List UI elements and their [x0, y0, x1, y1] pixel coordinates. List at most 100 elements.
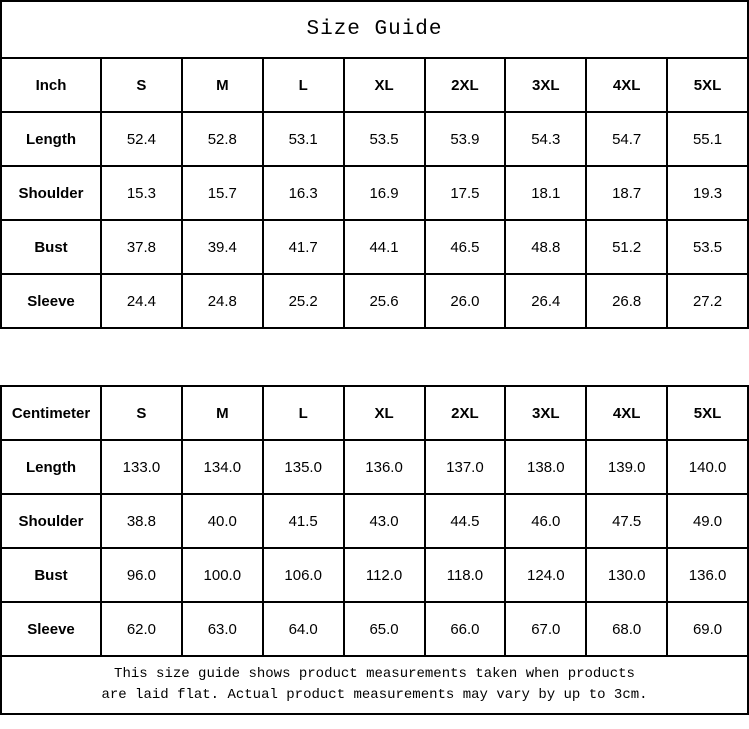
table-row-length-cm: Length 133.0 134.0 135.0 136.0 137.0 138…: [0, 439, 749, 495]
value-cell: 51.2: [585, 219, 669, 275]
value-cell: 17.5: [423, 165, 507, 221]
value-cell: 47.5: [585, 493, 669, 549]
value-cell: 43.0: [342, 493, 426, 549]
value-cell: 52.8: [180, 111, 264, 167]
value-cell: 53.5: [342, 111, 426, 167]
value-cell: 68.0: [585, 601, 669, 657]
footer-note: This size guide shows product measuremen…: [0, 657, 749, 715]
value-cell: 39.4: [180, 219, 264, 275]
title-bar: Size Guide: [0, 0, 749, 57]
inch-header-row: Inch S M L XL 2XL 3XL 4XL 5XL: [0, 57, 749, 113]
row-label-bust: Bust: [0, 219, 102, 275]
value-cell: 26.0: [423, 273, 507, 329]
value-cell: 52.4: [100, 111, 183, 167]
row-label-length: Length: [0, 439, 102, 495]
col-header-s: S: [100, 57, 183, 113]
page-title: Size Guide: [306, 18, 443, 41]
footer-line-1: This size guide shows product measuremen…: [114, 666, 635, 682]
value-cell: 66.0: [423, 601, 507, 657]
col-header-3xl: 3XL: [504, 385, 588, 441]
value-cell: 62.0: [100, 601, 183, 657]
table-gap: [0, 329, 749, 385]
col-header-5xl: 5XL: [666, 57, 749, 113]
value-cell: 53.5: [666, 219, 749, 275]
col-header-4xl: 4XL: [585, 385, 669, 441]
table-row-sleeve-cm: Sleeve 62.0 63.0 64.0 65.0 66.0 67.0 68.…: [0, 601, 749, 657]
value-cell: 67.0: [504, 601, 588, 657]
value-cell: 16.9: [342, 165, 426, 221]
value-cell: 118.0: [423, 547, 507, 603]
col-header-l: L: [261, 385, 345, 441]
value-cell: 46.5: [423, 219, 507, 275]
value-cell: 26.4: [504, 273, 588, 329]
unit-label-inch: Inch: [0, 57, 102, 113]
col-header-3xl: 3XL: [504, 57, 588, 113]
value-cell: 124.0: [504, 547, 588, 603]
unit-label-centimeter: Centimeter: [0, 385, 102, 441]
footer-line-2: are laid flat. Actual product measuremen…: [101, 687, 648, 703]
centimeter-size-table: Centimeter S M L XL 2XL 3XL 4XL 5XL Leng…: [0, 385, 749, 657]
value-cell: 16.3: [261, 165, 345, 221]
value-cell: 15.3: [100, 165, 183, 221]
col-header-xl: XL: [342, 385, 426, 441]
value-cell: 55.1: [666, 111, 749, 167]
value-cell: 41.7: [261, 219, 345, 275]
value-cell: 53.1: [261, 111, 345, 167]
value-cell: 18.7: [585, 165, 669, 221]
col-header-m: M: [180, 385, 264, 441]
value-cell: 48.8: [504, 219, 588, 275]
value-cell: 63.0: [180, 601, 264, 657]
value-cell: 49.0: [666, 493, 749, 549]
value-cell: 136.0: [342, 439, 426, 495]
value-cell: 54.3: [504, 111, 588, 167]
value-cell: 106.0: [261, 547, 345, 603]
table-row-shoulder-inch: Shoulder 15.3 15.7 16.3 16.9 17.5 18.1 1…: [0, 165, 749, 221]
row-label-length: Length: [0, 111, 102, 167]
value-cell: 19.3: [666, 165, 749, 221]
value-cell: 133.0: [100, 439, 183, 495]
value-cell: 15.7: [180, 165, 264, 221]
value-cell: 25.2: [261, 273, 345, 329]
value-cell: 24.4: [100, 273, 183, 329]
value-cell: 112.0: [342, 547, 426, 603]
value-cell: 40.0: [180, 493, 264, 549]
value-cell: 65.0: [342, 601, 426, 657]
col-header-m: M: [180, 57, 264, 113]
value-cell: 136.0: [666, 547, 749, 603]
centimeter-header-row: Centimeter S M L XL 2XL 3XL 4XL 5XL: [0, 385, 749, 441]
value-cell: 130.0: [585, 547, 669, 603]
row-label-bust: Bust: [0, 547, 102, 603]
table-row-sleeve-inch: Sleeve 24.4 24.8 25.2 25.6 26.0 26.4 26.…: [0, 273, 749, 329]
col-header-5xl: 5XL: [666, 385, 749, 441]
table-row-shoulder-cm: Shoulder 38.8 40.0 41.5 43.0 44.5 46.0 4…: [0, 493, 749, 549]
value-cell: 54.7: [585, 111, 669, 167]
table-row-bust-cm: Bust 96.0 100.0 106.0 112.0 118.0 124.0 …: [0, 547, 749, 603]
row-label-sleeve: Sleeve: [0, 273, 102, 329]
value-cell: 96.0: [100, 547, 183, 603]
value-cell: 18.1: [504, 165, 588, 221]
col-header-l: L: [261, 57, 345, 113]
col-header-xl: XL: [342, 57, 426, 113]
col-header-4xl: 4XL: [585, 57, 669, 113]
value-cell: 64.0: [261, 601, 345, 657]
value-cell: 37.8: [100, 219, 183, 275]
value-cell: 44.5: [423, 493, 507, 549]
value-cell: 27.2: [666, 273, 749, 329]
value-cell: 137.0: [423, 439, 507, 495]
value-cell: 44.1: [342, 219, 426, 275]
table-row-bust-inch: Bust 37.8 39.4 41.7 44.1 46.5 48.8 51.2 …: [0, 219, 749, 275]
row-label-shoulder: Shoulder: [0, 165, 102, 221]
value-cell: 138.0: [504, 439, 588, 495]
row-label-sleeve: Sleeve: [0, 601, 102, 657]
value-cell: 26.8: [585, 273, 669, 329]
value-cell: 41.5: [261, 493, 345, 549]
col-header-2xl: 2XL: [423, 385, 507, 441]
col-header-s: S: [100, 385, 183, 441]
value-cell: 69.0: [666, 601, 749, 657]
value-cell: 135.0: [261, 439, 345, 495]
value-cell: 53.9: [423, 111, 507, 167]
value-cell: 139.0: [585, 439, 669, 495]
col-header-2xl: 2XL: [423, 57, 507, 113]
value-cell: 25.6: [342, 273, 426, 329]
